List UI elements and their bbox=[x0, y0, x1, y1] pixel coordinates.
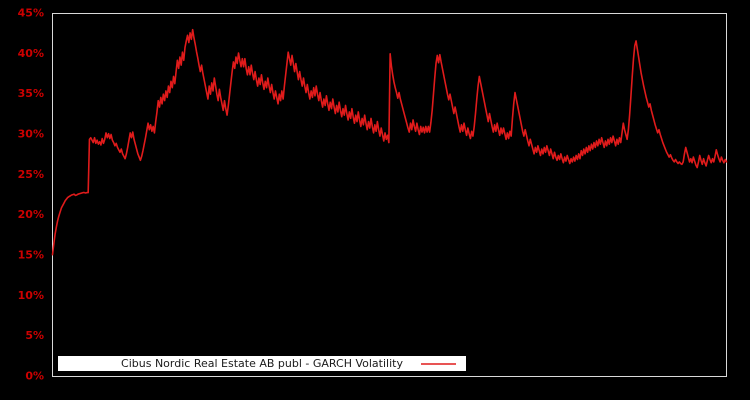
y-axis-tick-label: 0% bbox=[25, 370, 44, 383]
y-axis-tick-label: 20% bbox=[18, 208, 44, 221]
plot-area-frame bbox=[52, 13, 727, 377]
y-axis-tick-label: 40% bbox=[18, 47, 44, 60]
series-group bbox=[51, 28, 728, 256]
y-axis-tick-label: 10% bbox=[18, 289, 44, 302]
legend-background bbox=[58, 356, 466, 371]
y-axis-tick-label: 15% bbox=[18, 249, 44, 262]
y-axis-tick-label: 45% bbox=[18, 7, 44, 20]
y-axis-tick-label: 35% bbox=[18, 87, 44, 100]
y-axis-tick-label: 25% bbox=[18, 168, 44, 181]
volatility-line-series bbox=[51, 28, 728, 256]
legend[interactable]: Cibus Nordic Real Estate AB publ - GARCH… bbox=[58, 356, 466, 371]
y-axis-tick-label: 5% bbox=[25, 329, 44, 342]
y-axis-tick-label: 30% bbox=[18, 128, 44, 141]
legend-label: Cibus Nordic Real Estate AB publ - GARCH… bbox=[121, 357, 403, 370]
y-axis-tick-labels: 45% 40% 35% 30% 25% 20% 15% 10% 5% 0% bbox=[18, 7, 44, 383]
